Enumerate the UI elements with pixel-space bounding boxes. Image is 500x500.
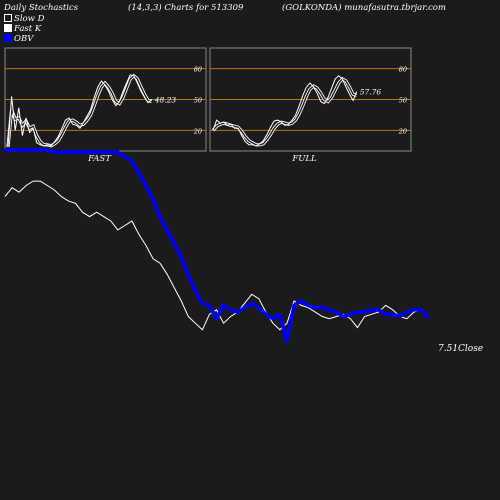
legend-obv-label: OBV bbox=[14, 34, 34, 44]
legend-fast-k: Fast K bbox=[4, 24, 41, 34]
full-slow-d-inner bbox=[212, 78, 357, 146]
chart-title: Daily Stochastics bbox=[4, 3, 79, 13]
full-tick-label: 20 bbox=[398, 127, 407, 135]
slow-d-swatch bbox=[4, 14, 12, 22]
full-tick-label: 80 bbox=[399, 66, 407, 74]
full-last-value: 57.76 bbox=[360, 88, 382, 97]
fast-fast-k-line bbox=[7, 74, 153, 147]
full-panel-label: FULL bbox=[291, 154, 317, 164]
fast-slow-d-line bbox=[6, 73, 153, 148]
fast-last-value: 48.23 bbox=[154, 96, 177, 105]
fast-slow-d-inner bbox=[7, 74, 152, 147]
obv-line bbox=[3, 148, 430, 343]
fast-tick-label: 50 bbox=[194, 97, 202, 105]
fast-tick-label: 20 bbox=[193, 127, 202, 135]
close-value-label: 7.51Close bbox=[438, 344, 483, 354]
obv-swatch bbox=[4, 34, 12, 42]
close-price-line bbox=[4, 180, 429, 331]
full-tick-label: 50 bbox=[399, 97, 407, 105]
full-fast-k-line bbox=[212, 75, 358, 147]
chart-source: (GOLKONDA) munafasutra.tbrjar.com bbox=[282, 3, 446, 13]
fast-k-swatch bbox=[4, 24, 12, 32]
fast-panel-label: FAST bbox=[87, 154, 112, 164]
legend-fast-k-label: Fast K bbox=[14, 24, 42, 34]
legend-obv: OBV bbox=[4, 34, 33, 44]
fast-tick-label: 80 bbox=[194, 66, 202, 74]
legend-slow-d: Slow D bbox=[4, 14, 44, 24]
legend-slow-d-label: Slow D bbox=[14, 14, 45, 24]
chart-params: (14,3,3) Charts for 513309 bbox=[128, 3, 244, 13]
